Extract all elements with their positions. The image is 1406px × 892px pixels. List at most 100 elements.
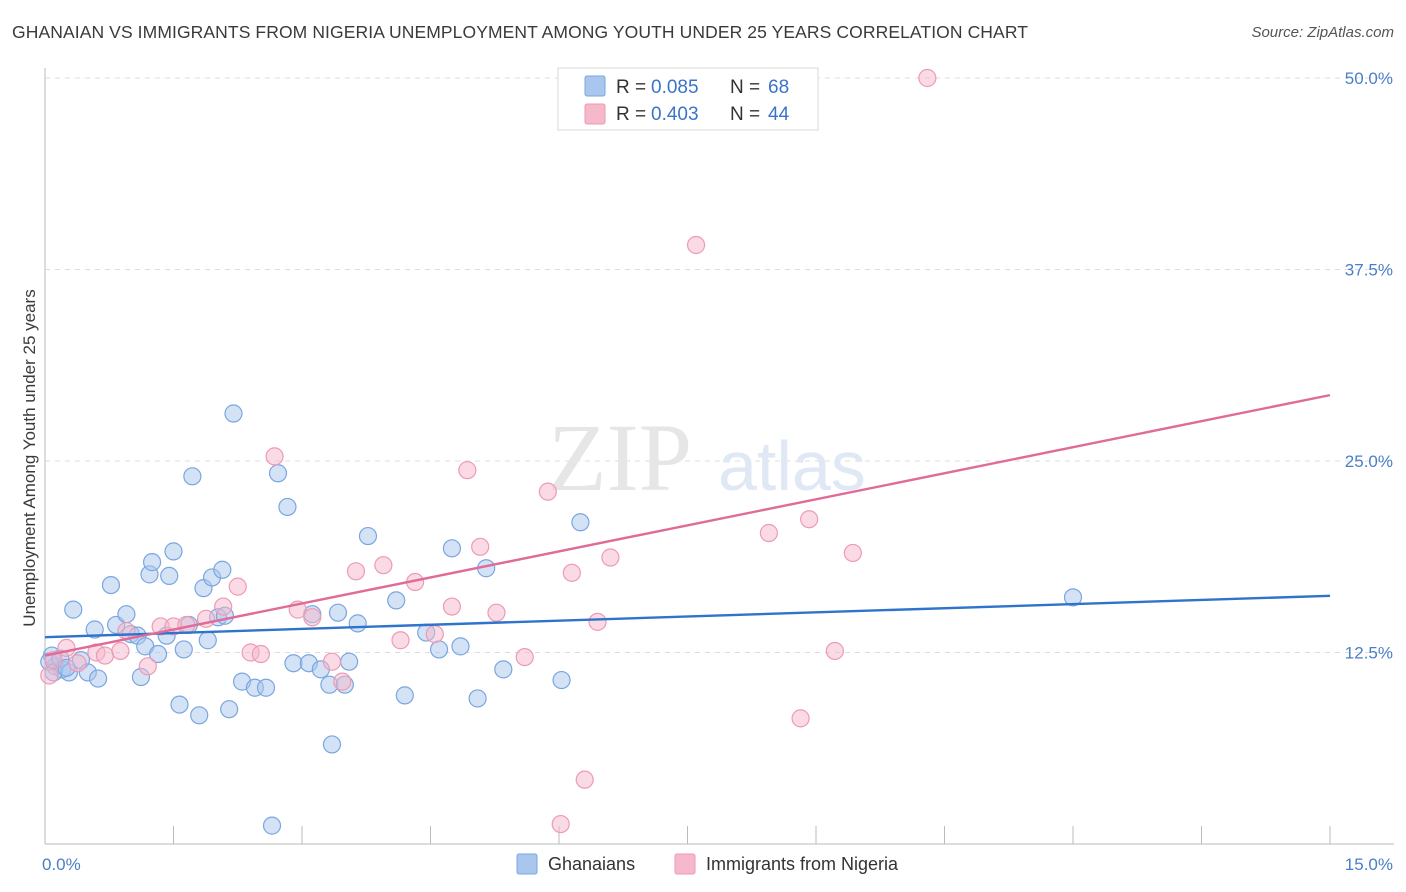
ghanaians-point (85, 620, 104, 639)
ghanaians-point (117, 605, 136, 624)
nigeria-point (251, 644, 270, 664)
ghanaians-point (1063, 588, 1083, 607)
nigeria-point (391, 631, 410, 650)
chart-title: GHANAIAN VS IMMIGRANTS FROM NIGERIA UNEM… (12, 22, 1029, 42)
nigeria-point (40, 666, 59, 685)
nigeria-point (575, 770, 594, 789)
nigeria-point (588, 612, 607, 631)
nigeria-point (138, 657, 157, 676)
ghanaians-point (429, 640, 449, 659)
nigeria-point (333, 672, 352, 691)
ghanaians-point (278, 497, 297, 517)
legend-r-value: 0.403 (651, 104, 699, 125)
nigeria-point (791, 709, 810, 728)
nigeria-point (303, 608, 322, 627)
ghanaians-points (40, 404, 1083, 835)
ghanaians-point (220, 700, 239, 719)
ghanaians-point (358, 526, 378, 546)
nigeria-point (487, 603, 506, 622)
ghanaians-point (442, 539, 462, 558)
ghanaians-point (198, 631, 217, 650)
legend-r-label: R = (616, 104, 646, 125)
ghanaians-point (164, 542, 183, 561)
series-legend: Ghanaians Immigrants from Nigeria (516, 853, 899, 875)
ghanaians-point (190, 706, 209, 725)
nigeria-point (538, 482, 557, 501)
ghanaians-point (284, 654, 303, 673)
nigeria-point (95, 646, 115, 665)
trend-lines (44, 393, 1331, 657)
y-tick-label: 37.5% (1345, 261, 1393, 280)
nigeria-point (562, 563, 581, 582)
nigeria-point (265, 447, 284, 466)
legend-n-value: 68 (768, 77, 789, 98)
legend-r-label: R = (616, 77, 646, 98)
ghanaians-point (101, 575, 121, 595)
nigeria-point (918, 68, 937, 88)
series-label-ghanaians: Ghanaians (548, 854, 635, 874)
x-tick-label: 0.0% (42, 855, 81, 874)
ghanaians-point (142, 553, 162, 572)
source-credit: Source: ZipAtlas.com (1251, 24, 1394, 41)
nigeria-points (40, 68, 937, 834)
nigeria-point (601, 548, 620, 567)
nigeria-trend-line (44, 393, 1331, 657)
ghanaians-point (552, 670, 571, 690)
correlation-legend: R = 0.085 N = 68 R = 0.403 N = 44 (557, 67, 819, 131)
ghanaians-point (494, 660, 513, 679)
ghanaians-point (89, 669, 108, 688)
ghanaians-point (387, 591, 406, 610)
x-tick-labels: 0.0% 15.0% (42, 855, 1393, 874)
legend-swatch-nigeria (584, 103, 606, 125)
y-tick-label: 50.0% (1345, 69, 1393, 88)
ghanaians-point (224, 404, 243, 423)
legend-swatch-ghanaians (584, 75, 606, 97)
nigeria-point (111, 641, 130, 661)
nigeria-point (425, 625, 444, 644)
ghanaians-point (174, 640, 193, 659)
grid-lines (45, 77, 1394, 653)
x-tick-label: 15.0% (1345, 855, 1393, 874)
axes (44, 68, 1394, 845)
nigeria-point (68, 654, 87, 673)
nigeria-point (228, 577, 247, 596)
ghanaians-point (328, 603, 348, 622)
ghanaians-point (160, 566, 179, 586)
nigeria-point (759, 523, 778, 543)
y-tick-labels: 12.5% 25.0% 37.5% 50.0% (1345, 69, 1393, 663)
legend-n-label: N = (730, 104, 760, 125)
ghanaians-point (348, 614, 367, 633)
series-label-nigeria: Immigrants from Nigeria (706, 854, 899, 874)
ghanaians-point (571, 513, 590, 532)
nigeria-point (322, 652, 342, 671)
nigeria-point (800, 510, 819, 529)
nigeria-point (551, 814, 570, 834)
nigeria-point (515, 647, 534, 667)
ghanaians-point (322, 735, 342, 754)
nigeria-point (458, 461, 477, 480)
nigeria-point (843, 543, 862, 563)
legend-n-label: N = (730, 77, 760, 98)
ghanaians-point (64, 600, 83, 619)
y-tick-label: 25.0% (1345, 452, 1393, 471)
nigeria-point (346, 562, 366, 581)
nigeria-point (57, 638, 76, 658)
nigeria-point (214, 597, 233, 616)
ghanaians-trend-line (44, 594, 1331, 639)
legend-n-value: 44 (768, 104, 790, 125)
ghanaians-point (148, 644, 168, 664)
series-swatch-nigeria (674, 853, 696, 875)
ghanaians-point (340, 652, 359, 671)
watermark-zip: ZIP (548, 404, 692, 511)
nigeria-point (442, 597, 462, 616)
nigeria-point (825, 641, 844, 661)
ghanaians-point (183, 467, 202, 486)
nigeria-point (686, 235, 706, 255)
ghanaians-point (256, 678, 276, 697)
ghanaians-point (468, 689, 487, 708)
ghanaians-point (170, 695, 189, 714)
ghanaians-point (262, 816, 282, 835)
nigeria-point (374, 556, 393, 575)
ghanaians-point (213, 560, 232, 579)
